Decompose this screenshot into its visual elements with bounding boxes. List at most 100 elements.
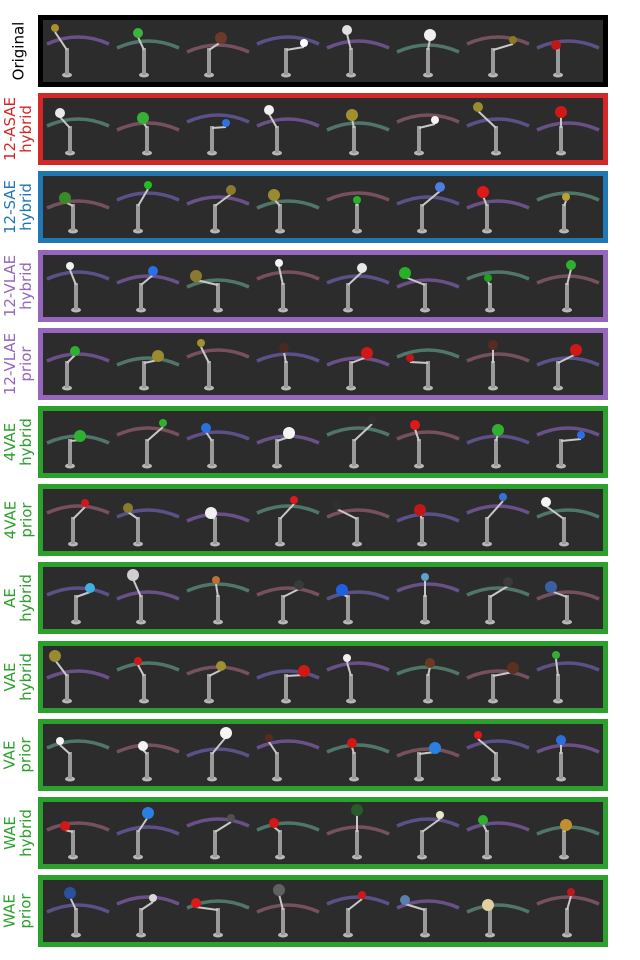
sample-image [113, 802, 183, 864]
sample-image [533, 176, 603, 239]
sample-image [533, 802, 603, 864]
row-label-line2: hybrid [17, 183, 36, 232]
sample-image [323, 567, 393, 630]
sample-image [113, 567, 183, 630]
row-label-line2: prior [16, 893, 35, 929]
image-strip [38, 640, 608, 713]
sample-image [113, 411, 183, 473]
row-label-line2: hybrid [17, 652, 36, 701]
row-label: VAE hybrid [0, 641, 36, 713]
row-wae-prior: WAE prior [0, 875, 640, 948]
sample-image [533, 723, 603, 786]
sample-image [393, 802, 463, 864]
image-strip [38, 171, 608, 244]
row-label: AE hybrid [0, 562, 36, 634]
row-4vae-hybrid: 4VAE hybrid [0, 406, 640, 478]
row-label-line1: 12-VLAE [1, 254, 20, 317]
strip-image [43, 411, 603, 473]
sample-image [183, 802, 253, 864]
row-12-asae-hybrid: 12-ASAE hybrid [0, 93, 640, 166]
sample-image [463, 98, 533, 161]
row-label-line1: WAE [0, 894, 19, 929]
row-label-line1: VAE [1, 662, 20, 692]
sample-image [183, 567, 253, 630]
strip-image [43, 489, 603, 552]
row-label-line2: hybrid [17, 809, 36, 857]
sample-image [323, 489, 393, 552]
row-original: Original [0, 15, 640, 87]
row-label: 4VAE hybrid [0, 406, 36, 478]
sample-image [463, 645, 533, 708]
sample-image [463, 489, 533, 552]
sample-image [43, 254, 113, 317]
row-12-vlae-prior: 12-VLAE prior [0, 327, 640, 400]
sample-image [113, 880, 183, 943]
sample-image [323, 254, 393, 317]
sample-image [43, 411, 113, 473]
sample-image [43, 802, 113, 864]
image-strip [38, 93, 608, 166]
row-label-line1: WAE [1, 816, 20, 850]
row-label-line2: prior [17, 502, 35, 538]
sample-image [183, 20, 253, 82]
sample-image [113, 645, 183, 708]
row-vae-hybrid: VAE hybrid [0, 640, 640, 713]
row-4vae-prior: 4VAE prior [0, 484, 640, 557]
row-label-line1: 12-VLAE [1, 332, 20, 395]
image-strip [38, 562, 608, 635]
strip-image [43, 880, 603, 943]
strip-image [43, 645, 603, 708]
row-label-line1: 12-ASAE [1, 97, 20, 162]
sample-image [393, 176, 463, 239]
strip-image [43, 176, 603, 239]
strip-image [43, 567, 603, 630]
sample-image [113, 98, 183, 161]
image-strip [38, 875, 608, 948]
sample-image [463, 880, 533, 943]
row-label: 4VAE prior [0, 484, 36, 556]
row-label: WAE hybrid [0, 797, 36, 869]
sample-image [43, 567, 113, 630]
strip-image [43, 723, 603, 786]
sample-image [463, 254, 533, 317]
image-strip [38, 15, 608, 87]
sample-image [533, 567, 603, 630]
sample-image [393, 332, 463, 395]
row-wae-hybrid: WAE hybrid [0, 797, 640, 869]
row-label: 12-SAE hybrid [0, 171, 36, 243]
sample-image [393, 411, 463, 473]
sample-image [463, 20, 533, 82]
sample-image [393, 567, 463, 630]
row-label: VAE prior [0, 719, 36, 791]
strip-image [43, 802, 603, 864]
sample-image [43, 645, 113, 708]
sample-image [113, 332, 183, 395]
row-label-line1: Original [9, 21, 28, 81]
row-label: 12-ASAE hybrid [0, 93, 36, 165]
row-label-line2: prior [17, 346, 36, 382]
sample-image [183, 645, 253, 708]
row-label-line2: hybrid [17, 418, 36, 466]
sample-image [393, 98, 463, 161]
row-vae-prior: VAE prior [0, 718, 640, 791]
image-strip [38, 718, 608, 791]
sample-image [43, 332, 113, 395]
sample-image [463, 332, 533, 395]
sample-image [183, 723, 253, 786]
sample-image [463, 176, 533, 239]
sample-image [253, 98, 323, 161]
row-label-line2: prior [16, 737, 35, 773]
sample-image [393, 723, 463, 786]
sample-image [113, 723, 183, 786]
row-label: 12-VLAE hybrid [0, 250, 36, 322]
row-12-sae-hybrid: 12-SAE hybrid [0, 171, 640, 244]
sample-image [253, 567, 323, 630]
row-label-line1: AE [1, 588, 20, 609]
sample-image [183, 176, 253, 239]
image-strip [38, 327, 608, 400]
sample-image [323, 411, 393, 473]
sample-image [393, 880, 463, 943]
image-strip [38, 797, 608, 869]
sample-image [463, 411, 533, 473]
row-label: Original [0, 15, 36, 87]
